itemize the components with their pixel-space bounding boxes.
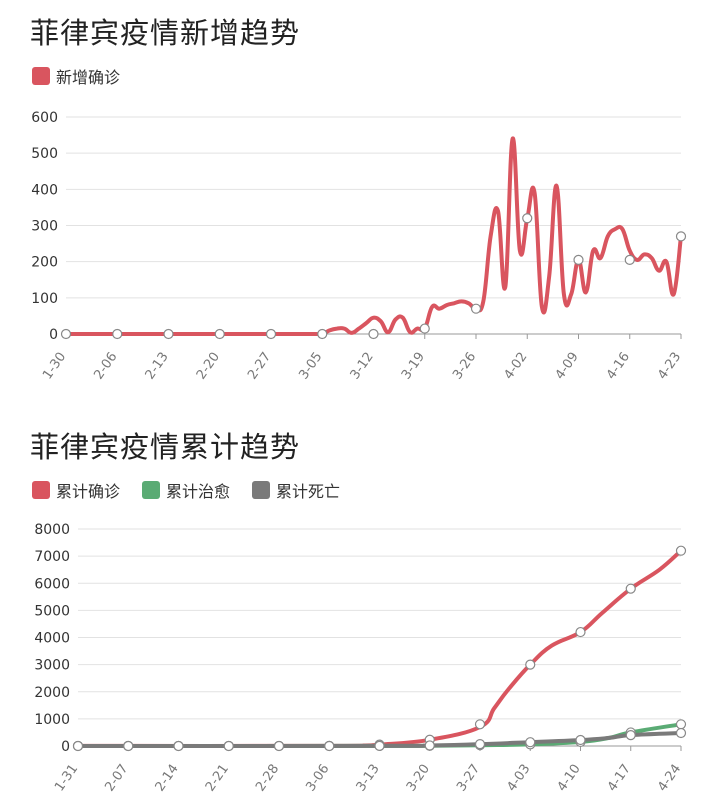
data-point [72,740,84,752]
y-tick-label: 2000 [34,685,70,701]
x-tick-label: 3-20 [404,762,433,795]
data-point [173,740,184,752]
data-point [368,328,379,340]
x-tick-label: 4-17 [605,762,634,795]
data-point [624,254,635,265]
legend-item-total-recovered[interactable]: 累计治愈 [142,478,230,502]
x-tick-label: 2-07 [102,762,131,795]
y-tick-label: 4000 [34,631,70,647]
series-line-0 [76,548,683,748]
y-tick-label: 5000 [34,603,70,619]
legend-swatch [252,481,271,499]
data-point [575,734,586,746]
data-point [265,328,277,340]
legend-item-total-confirmed[interactable]: 累计确诊 [32,478,120,502]
data-point [419,323,430,334]
data-point [317,328,328,340]
y-tick-label: 400 [31,182,58,198]
data-point [223,740,234,752]
data-point [273,740,285,752]
legend-label: 累计治愈 [166,482,231,501]
x-tick-label: 3-06 [303,762,332,795]
data-point [112,328,123,340]
data-point [522,213,533,224]
x-tick-label: 3-27 [454,762,483,795]
legend-swatch [32,67,50,85]
y-tick-label: 8000 [34,522,70,538]
data-point [374,740,385,751]
x-tick-label: 1-31 [52,762,81,795]
data-point [324,740,335,752]
data-point [625,730,636,741]
legend-item-total-deaths[interactable]: 累计死亡 [252,478,340,502]
data-point [214,328,225,340]
data-point [163,328,174,340]
x-tick-label: 2-14 [153,762,182,795]
data-point [525,659,536,670]
data-point [573,254,584,265]
data-point [575,626,586,638]
data-point [625,583,636,594]
y-tick-label: 500 [31,146,58,162]
y-tick-label: 200 [31,255,58,271]
chart1-title: 菲律宾疫情新增趋势 [30,16,301,50]
data-point [675,719,687,730]
data-point [470,303,482,314]
y-tick-label: 7000 [34,549,70,565]
chart2-legend: 累计确诊 累计治愈 累计死亡 [32,478,340,502]
legend-swatch [32,481,50,499]
y-tick-label: 300 [31,219,58,235]
series-line-0 [64,136,683,337]
x-tick-label: 4-10 [555,762,584,795]
chart1-legend: 新增确诊 [32,64,120,88]
x-tick-label: 2-28 [253,762,282,795]
legend-item-new-confirmed[interactable]: 新增确诊 [32,64,120,88]
data-point [675,727,687,739]
y-tick-label: 6000 [34,576,70,592]
y-tick-label: 0 [61,739,70,755]
y-tick-label: 3000 [34,658,70,674]
data-point [60,328,72,340]
x-tick-label: 4-24 [655,762,684,795]
data-point [675,231,687,242]
chart2-title: 菲律宾疫情累计趋势 [30,430,301,464]
y-tick-label: 1000 [34,712,70,728]
data-point [424,740,435,751]
x-tick-label: 2-21 [203,762,232,795]
data-point [123,740,134,752]
data-point [474,739,486,750]
x-tick-label: 4-03 [504,762,533,795]
x-tick-label: 3-13 [354,762,383,795]
legend-label: 新增确诊 [56,68,121,87]
y-tick-label: 0 [49,327,58,343]
data-point [474,719,486,730]
data-point [675,545,687,556]
legend-label: 累计确诊 [56,482,121,501]
y-tick-label: 100 [31,291,58,307]
data-point [525,737,536,748]
legend-swatch [142,481,161,499]
legend-label: 累计死亡 [276,482,341,501]
y-tick-label: 600 [31,110,58,126]
